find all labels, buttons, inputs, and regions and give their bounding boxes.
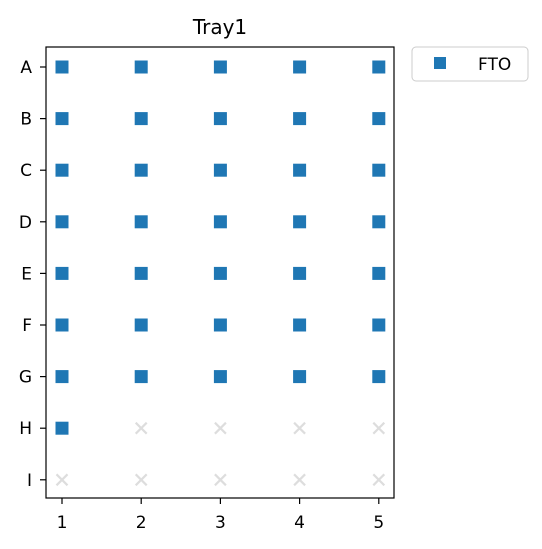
- y-tick-label: C: [20, 161, 32, 181]
- empty-slot-x-icon: [372, 421, 386, 435]
- data-point-square: [372, 112, 386, 126]
- x-tick-label: 4: [294, 513, 305, 533]
- data-point-square: [213, 370, 227, 384]
- empty-slot-x-icon: [134, 473, 148, 487]
- legend-label-fto: FTO: [478, 55, 511, 75]
- empty-slot-stroke: [214, 473, 227, 487]
- empty-slot-x-icon: [293, 421, 306, 435]
- data-point-square: [293, 112, 307, 126]
- data-point-square: [372, 370, 386, 384]
- legend-frame: [411, 46, 529, 82]
- data-point-square: [134, 112, 148, 126]
- plot-area: 1 2 3 4 5 A B C D E F G H I: [19, 46, 395, 533]
- data-point-square: [55, 318, 69, 332]
- data-point-square: [134, 318, 148, 332]
- y-tick-label: E: [21, 264, 32, 284]
- y-tick-label: F: [22, 316, 32, 336]
- data-point-square: [372, 215, 386, 229]
- data-point-square: [55, 60, 69, 74]
- chart-title: Tray1: [192, 15, 247, 39]
- data-point-square: [55, 163, 69, 177]
- data-point-square: [55, 112, 69, 126]
- data-point-square: [55, 266, 69, 280]
- data-point-square: [293, 215, 307, 229]
- y-tick-label: I: [27, 471, 32, 491]
- empty-slot-stroke: [293, 421, 306, 435]
- data-point-square: [134, 266, 148, 280]
- data-point-square: [213, 163, 227, 177]
- x-tick-label: 1: [57, 513, 68, 533]
- data-point-square: [213, 318, 227, 332]
- legend-marker-square-icon: [434, 57, 446, 69]
- empty-slot-x-icon: [372, 473, 386, 487]
- data-point-square: [213, 215, 227, 229]
- data-point-square: [55, 370, 69, 384]
- empty-slot-stroke: [55, 473, 69, 487]
- empty-slot-x-icon: [293, 473, 306, 487]
- data-point-square: [293, 370, 307, 384]
- data-point-square: [55, 421, 69, 435]
- x-tick-label: 5: [373, 513, 384, 533]
- data-point-square: [213, 112, 227, 126]
- data-point-square: [134, 215, 148, 229]
- data-point-square: [213, 266, 227, 280]
- empty-slot-stroke: [293, 473, 306, 487]
- data-point-square: [372, 163, 386, 177]
- empty-slot-stroke: [214, 421, 227, 435]
- empty-slot-x-icon: [214, 473, 227, 487]
- data-point-square: [372, 266, 386, 280]
- data-point-square: [293, 318, 307, 332]
- x-tick-label: 2: [136, 513, 147, 533]
- y-tick-label: A: [20, 58, 32, 78]
- legend: FTO: [411, 46, 529, 82]
- y-tick-label: H: [19, 419, 32, 439]
- y-tick-label: D: [19, 213, 32, 233]
- data-point-square: [134, 163, 148, 177]
- empty-slot-x-icon: [55, 473, 69, 487]
- empty-slot-x-icon: [214, 421, 227, 435]
- data-point-square: [293, 60, 307, 74]
- data-point-square: [134, 60, 148, 74]
- empty-slot-x-icon: [134, 421, 148, 435]
- x-tick-label: 3: [215, 513, 226, 533]
- empty-slot-stroke: [372, 473, 386, 487]
- data-point-square: [372, 60, 386, 74]
- data-point-square: [372, 318, 386, 332]
- data-point-square: [55, 215, 69, 229]
- y-tick-label: G: [19, 368, 32, 388]
- data-point-square: [293, 163, 307, 177]
- empty-slot-stroke: [134, 421, 148, 435]
- empty-slot-stroke: [134, 473, 148, 487]
- data-point-square: [134, 370, 148, 384]
- y-tick-label: B: [20, 110, 32, 130]
- data-point-square: [293, 266, 307, 280]
- data-point-square: [213, 60, 227, 74]
- empty-slot-stroke: [372, 421, 386, 435]
